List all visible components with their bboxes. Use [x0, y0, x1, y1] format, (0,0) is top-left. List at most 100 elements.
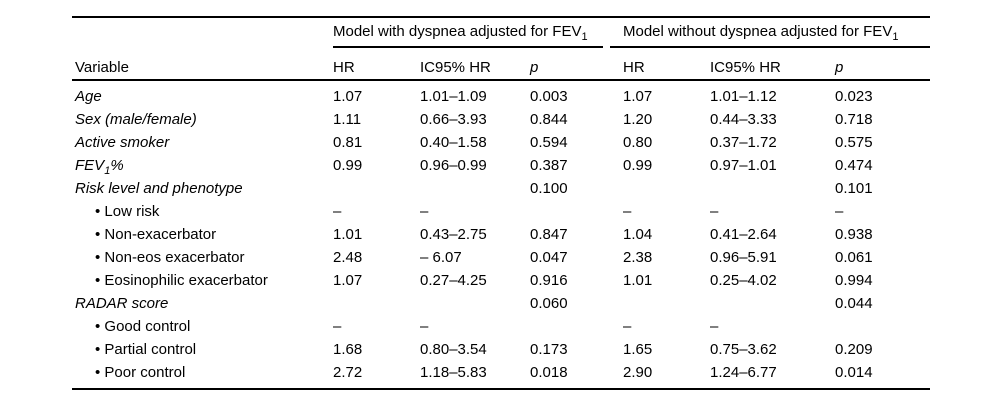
m1-p-cell: 0.060: [530, 295, 568, 312]
m1-ic95-cell: 0.43–2.75: [420, 226, 487, 243]
m1-hr-cell: 1.11: [333, 111, 362, 128]
group-header-with-dyspnea: Model with dyspnea adjusted for FEV1: [333, 22, 588, 43]
m1-p-cell: 0.844: [530, 111, 568, 128]
m1-hr-cell: 0.81: [333, 134, 363, 151]
m1-ic95-cell: 0.40–1.58: [420, 134, 487, 151]
m1-ic95-cell: [420, 177, 530, 200]
m2-p-cell: 0.044: [835, 295, 873, 312]
m1-ic95-cell: – 6.07: [420, 249, 462, 266]
group-header-without-dyspnea: Model without dyspnea adjusted for FEV1: [623, 22, 899, 43]
row-label: • Low risk: [95, 203, 160, 220]
m2-hr-cell: 1.65: [623, 341, 653, 358]
group2-label: Model without dyspnea adjusted for FEV: [623, 23, 893, 40]
table-row: • Low risk – – – – –: [72, 200, 930, 223]
m2-p-cell: 0.718: [835, 111, 873, 128]
m2-p-cell: 0.575: [835, 134, 873, 151]
table-row: • Poor control 2.72 1.18–5.83 0.018 2.90 1.24…: [72, 361, 930, 384]
m1-hr-cell: [333, 292, 420, 315]
m1-hr-cell: 1.68: [333, 341, 363, 358]
m2-ic95-cell: 0.97–1.01: [710, 157, 777, 174]
m1-p-cell: [530, 200, 623, 223]
bullet-icon: •: [95, 203, 105, 220]
m2-ic95-cell: 1.24–6.77: [710, 364, 777, 381]
table-row: Sex (male/female) 1.11 0.66–3.93 0.844 1.20 0…: [72, 108, 930, 131]
m2-ic95-cell: 0.25–4.02: [710, 272, 777, 289]
m2-ic95-cell: [710, 292, 835, 315]
m1-hr-cell: –: [333, 203, 342, 220]
group1-underline-rule: [333, 46, 603, 48]
m1-p-cell: 0.003: [530, 88, 568, 105]
m2-hr-cell: [623, 292, 710, 315]
m2-hr-cell: 0.80: [623, 134, 653, 151]
m1-ic95-cell: 0.96–0.99: [420, 157, 487, 174]
table-row: RADAR score 0.060 0.044: [72, 292, 930, 315]
row-label: Age: [75, 88, 102, 105]
table-row: Age 1.07 1.01–1.09 0.003 1.07 1.01–1.12 0.023: [72, 85, 930, 108]
m1-ic95-cell: 0.66–3.93: [420, 111, 487, 128]
m1-ic95-cell: 0.27–4.25: [420, 272, 487, 289]
m1-p-cell: 0.847: [530, 226, 568, 243]
col-header-m2-ic95: IC95% HR: [710, 59, 781, 76]
header-rule: [72, 79, 930, 81]
row-label: • Partial control: [95, 341, 197, 358]
m2-ic95-cell: [710, 177, 835, 200]
m2-hr-cell: 0.99: [623, 157, 653, 174]
m1-hr-cell: 2.48: [333, 249, 363, 266]
m2-hr-cell: 2.38: [623, 249, 653, 266]
m1-ic95-cell: 1.18–5.83: [420, 364, 487, 381]
m2-ic95-cell: –: [710, 203, 719, 220]
m2-p-cell: 0.994: [835, 272, 873, 289]
bullet-icon: •: [95, 272, 105, 289]
m2-hr-cell: 1.01: [623, 272, 653, 289]
m1-ic95-cell: 0.80–3.54: [420, 341, 487, 358]
m2-ic95-cell: 0.96–5.91: [710, 249, 777, 266]
table-row: Active smoker 0.81 0.40–1.58 0.594 0.80 0.37–…: [72, 131, 930, 154]
m2-ic95-cell: 0.75–3.62: [710, 341, 777, 358]
row-label: • Poor control: [95, 364, 186, 381]
m2-hr-cell: 1.04: [623, 226, 653, 243]
table-row: • Non-exacerbator 1.01 0.43–2.75 0.847 1.04 0…: [72, 223, 930, 246]
row-label: Active smoker: [75, 134, 170, 151]
m2-p-cell: 0.014: [835, 364, 873, 381]
m1-hr-cell: 2.72: [333, 364, 363, 381]
bottom-rule: [72, 388, 930, 390]
m2-hr-cell: 2.90: [623, 364, 653, 381]
table-row: FEV1% 0.99 0.96–0.99 0.387 0.99 0.97–1.01 0.47…: [72, 154, 930, 177]
m1-hr-cell: –: [333, 318, 342, 335]
m2-ic95-cell: –: [710, 318, 719, 335]
row-label: • Non-exacerbator: [95, 226, 217, 243]
m2-ic95-cell: 0.37–1.72: [710, 134, 777, 151]
m2-p-cell: 0.061: [835, 249, 873, 266]
m1-ic95-cell: [420, 292, 530, 315]
m2-ic95-cell: 0.41–2.64: [710, 226, 777, 243]
m2-p-cell: [835, 315, 930, 338]
table-row: • Non-eos exacerbator 2.48 – 6.07 0.047 2.38…: [72, 246, 930, 269]
row-label: • Non-eos exacerbator: [95, 249, 245, 266]
col-header-m2-hr: HR: [623, 59, 645, 76]
group2-subscript: 1: [892, 31, 899, 43]
m1-p-cell: 0.387: [530, 157, 568, 174]
m2-p-cell: 0.938: [835, 226, 873, 243]
top-rule: [72, 16, 930, 18]
bullet-icon: •: [95, 249, 105, 266]
m2-p-cell: 0.023: [835, 88, 873, 105]
m1-ic95-cell: –: [420, 203, 429, 220]
m2-p-cell: 0.101: [835, 180, 873, 197]
m2-ic95-cell: 0.44–3.33: [710, 111, 777, 128]
m1-p-cell: 0.047: [530, 249, 568, 266]
m1-p-cell: 0.916: [530, 272, 568, 289]
table-row: • Partial control 1.68 0.80–3.54 0.173 1.65 0…: [72, 338, 930, 361]
m1-hr-cell: 0.99: [333, 157, 363, 174]
hazard-ratio-table: Model with dyspnea adjusted for FEV1 Mod…: [72, 0, 930, 406]
col-header-m1-p: p: [530, 59, 539, 76]
bullet-icon: •: [95, 318, 105, 335]
bullet-icon: •: [95, 226, 105, 243]
m1-ic95-cell: –: [420, 318, 429, 335]
m2-hr-cell: –: [623, 203, 632, 220]
col-header-m2-p: p: [835, 59, 844, 76]
table-row: Risk level and phenotype 0.100 0.101: [72, 177, 930, 200]
col-header-m1-hr: HR: [333, 59, 355, 76]
m1-p-cell: 0.173: [530, 341, 568, 358]
m2-ic95-cell: 1.01–1.12: [710, 88, 777, 105]
